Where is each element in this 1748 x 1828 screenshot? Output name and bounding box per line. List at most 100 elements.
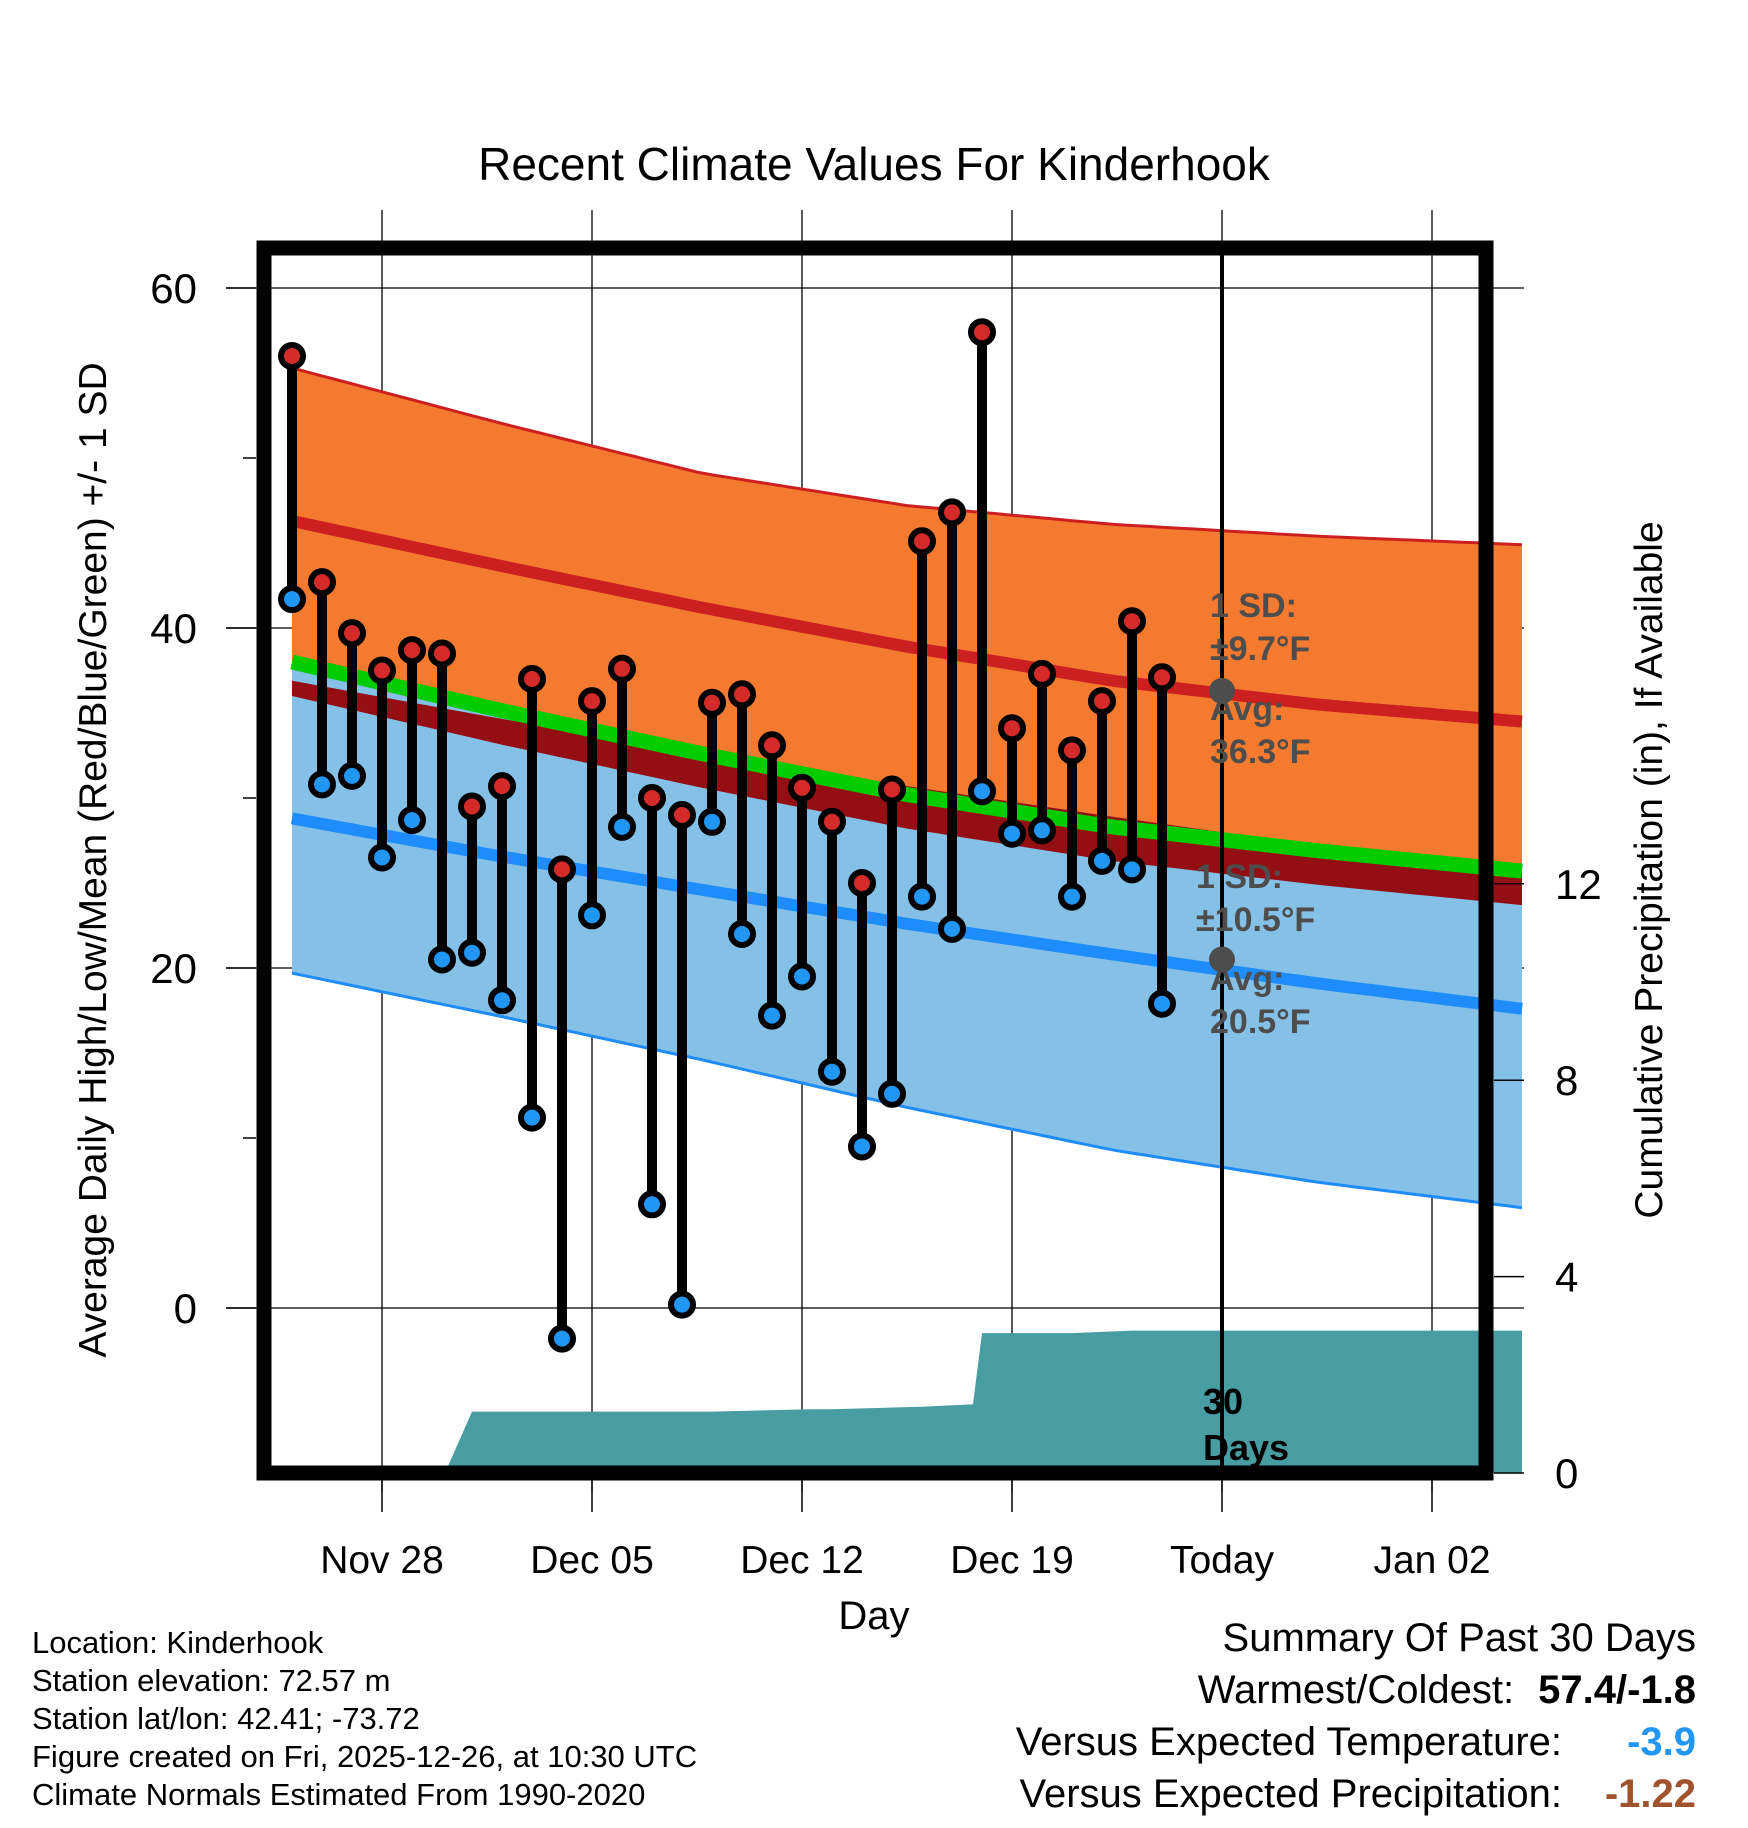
observed-low-marker (698, 807, 726, 836)
observed-high-marker (458, 792, 486, 821)
low-avg-title: Avg: (1210, 960, 1284, 998)
observed-high-marker (878, 775, 906, 804)
observed-low-marker (518, 1103, 546, 1132)
high-avg-title: Avg: (1210, 690, 1284, 728)
observed-low-marker (1088, 846, 1116, 875)
precipitation-layer (277, 1330, 1522, 1473)
observed-high-marker (338, 619, 366, 648)
high-sd-title: 1 SD: (1210, 587, 1297, 625)
observed-high-marker (818, 807, 846, 836)
observed-high-marker (278, 342, 306, 370)
observed-high-marker (758, 731, 786, 760)
observed-high-marker (518, 665, 546, 693)
low-sd-value: ±10.5°F (1196, 901, 1315, 939)
y-tick-label: 40 (150, 605, 197, 652)
x-tick-label: Today (1170, 1539, 1275, 1582)
observed-temperatures (278, 318, 1176, 1353)
high-avg-dot (1209, 677, 1235, 704)
warm-cold-label: Warmest/Coldest: (1197, 1668, 1515, 1712)
y2-tick-label: 4 (1555, 1254, 1578, 1301)
observed-low-marker (308, 770, 336, 799)
y-tick-label: 60 (150, 265, 197, 312)
observed-low-marker (338, 761, 366, 790)
x-tick-label: Jan 02 (1373, 1539, 1490, 1582)
axes: Nov 28 Dec 05 Dec 12 Dec 19 Today Jan 02 0 20 40… (72, 265, 1671, 1638)
observed-high-marker (788, 773, 816, 802)
observed-high-marker (728, 680, 756, 709)
observed-high-marker (368, 656, 396, 685)
observed-high-marker (968, 318, 996, 347)
summary-heading: Summary Of Past 30 Days (1222, 1616, 1696, 1660)
y2-tick-label: 0 (1555, 1450, 1578, 1497)
observed-low-marker (938, 914, 966, 943)
observed-low-marker (848, 1132, 876, 1161)
temp-anomaly-label: Versus Expected Temperature: (1015, 1720, 1562, 1764)
observed-low-marker (488, 986, 516, 1015)
observed-high-marker (1058, 736, 1086, 765)
observed-low-marker (278, 585, 306, 614)
y2-tick-label: 12 (1555, 861, 1602, 908)
observed-low-marker (548, 1324, 576, 1353)
observed-high-marker (938, 498, 966, 527)
observed-high-marker (428, 639, 456, 668)
x-tick-label: Nov 28 (320, 1539, 444, 1582)
x-axis-label: Day (838, 1594, 909, 1638)
y2-axis-label: Cumulative Precipitation (in), If Availa… (1628, 521, 1671, 1218)
temp-anomaly-row: Versus Expected Temperature: -3.9 (1016, 1720, 1696, 1765)
observed-high-marker (1148, 663, 1176, 692)
observed-low-marker (578, 901, 606, 930)
x-tick-label: Dec 12 (740, 1539, 864, 1582)
observed-high-marker (488, 772, 516, 801)
observed-low-marker (878, 1079, 906, 1108)
warm-cold-row: Warmest/Coldest: 57.4/-1.8 (1198, 1668, 1696, 1713)
y-axis-label: Average Daily High/Low/Mean (Red/Blue/Gr… (72, 362, 115, 1357)
elevation-text: Station elevation: 72.57 m (32, 1663, 391, 1698)
observed-high-marker (638, 784, 666, 812)
observed-low-marker (1028, 816, 1056, 845)
low-avg-dot (1209, 946, 1235, 973)
observed-low-marker (758, 1001, 786, 1030)
precip-anomaly-row: Versus Expected Precipitation: -1.22 (1019, 1772, 1696, 1817)
observed-low-marker (398, 806, 426, 835)
high-avg-value: 36.3°F (1210, 733, 1311, 771)
normal-mean-line (290, 654, 1523, 879)
station-info: Location: Kinderhook Station elevation: … (32, 1624, 697, 1814)
observed-high-marker (998, 714, 1026, 743)
precip-anomaly-label: Versus Expected Precipitation: (1019, 1772, 1562, 1816)
observed-low-marker (608, 812, 636, 841)
normal-bands (290, 366, 1523, 1210)
normal-high-line (290, 515, 1523, 728)
y2-tick-label: 8 (1555, 1057, 1578, 1104)
days-label-word: Days (1203, 1427, 1289, 1468)
observed-low-marker (1148, 989, 1176, 1018)
x-tick-label: Dec 19 (950, 1539, 1074, 1582)
observed-low-marker (428, 945, 456, 974)
location-text: Location: Kinderhook (32, 1625, 324, 1660)
observed-high-marker (548, 855, 576, 884)
low-sd-title: 1 SD: (1196, 858, 1283, 896)
x-tick-label: Dec 05 (530, 1539, 654, 1582)
observed-low-marker (788, 962, 816, 991)
plot-frame (256, 240, 1494, 1481)
observed-low-marker (968, 777, 996, 806)
observed-low-marker (1118, 855, 1146, 884)
created-text: Figure created on Fri, 2025-12-26, at 10… (32, 1739, 698, 1774)
precip-area (277, 1330, 1522, 1473)
latlon-text: Station lat/lon: 42.41; -73.72 (32, 1701, 420, 1736)
high-sd-value: ±9.7°F (1210, 630, 1310, 668)
low-minus-sd-line (291, 971, 1523, 1210)
observed-low-marker (998, 819, 1026, 848)
observed-high-marker (308, 568, 336, 597)
warm-cold-value: 57.4/-1.8 (1538, 1668, 1696, 1712)
observed-low-marker (818, 1057, 846, 1086)
observed-low-marker (368, 843, 396, 872)
days-label-number: 30 (1203, 1381, 1243, 1422)
normals-text: Climate Normals Estimated From 1990-2020 (32, 1777, 646, 1812)
y-tick-label: 20 (150, 945, 197, 992)
frame-border (256, 240, 1494, 1481)
low-avg-value: 20.5°F (1210, 1003, 1311, 1041)
high-sd-band (292, 367, 1522, 872)
low-sd-band (292, 662, 1522, 1208)
observed-high-marker (848, 869, 876, 897)
observed-high-marker (608, 654, 636, 683)
